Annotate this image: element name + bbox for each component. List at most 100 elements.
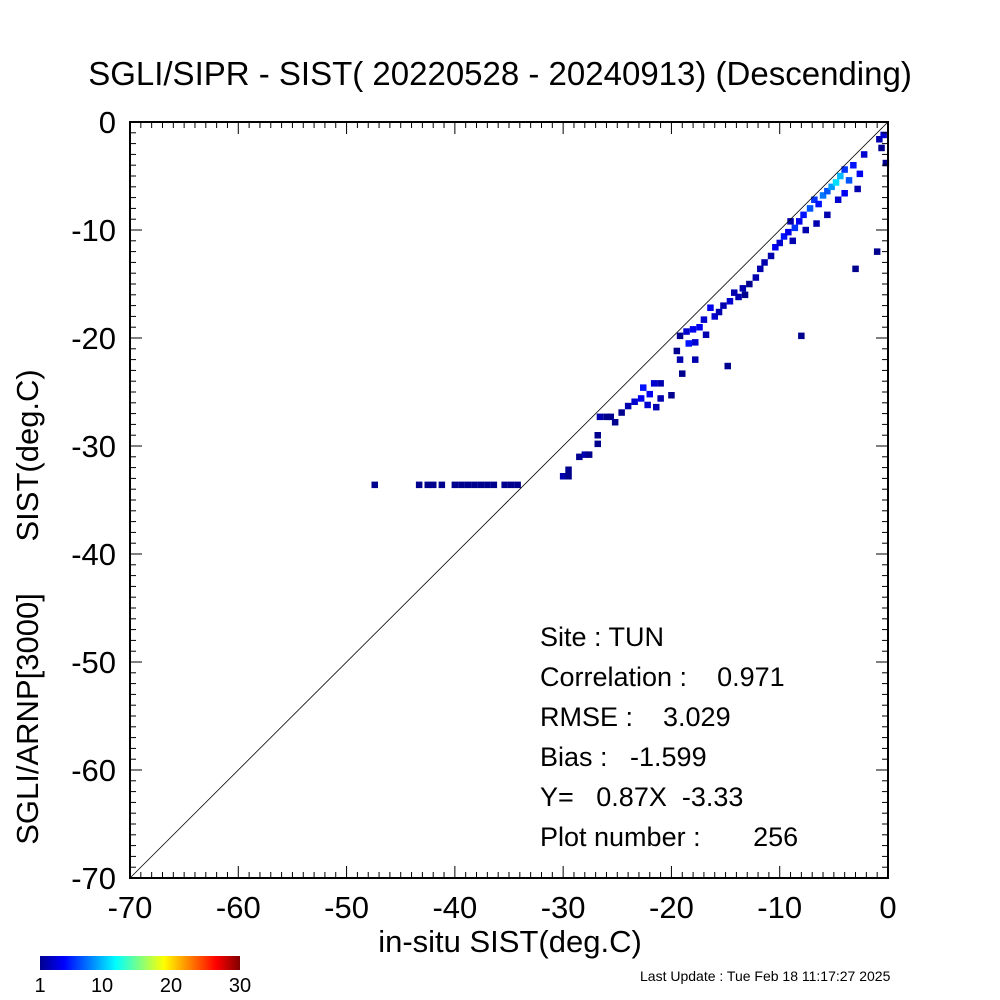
density-cell <box>828 183 835 191</box>
density-cell <box>451 481 459 489</box>
density-cells <box>371 131 890 489</box>
density-cell <box>837 172 844 180</box>
density-cell <box>594 440 601 448</box>
axis-ticks <box>129 121 889 879</box>
correlation-value: Correlation : 0.971 <box>540 662 785 692</box>
density-cell <box>876 136 883 143</box>
density-cell <box>565 466 572 473</box>
density-cell <box>776 239 783 247</box>
density-cell <box>668 392 675 399</box>
density-cell <box>757 265 764 273</box>
density-cell <box>624 402 632 410</box>
density-cell <box>644 401 651 409</box>
density-cell <box>860 151 868 158</box>
density-cell <box>787 218 794 225</box>
x-tick-label: -30 <box>541 890 586 925</box>
density-cell <box>458 481 465 489</box>
density-cell <box>852 265 859 273</box>
y-tick-label: -20 <box>71 321 116 356</box>
density-cell <box>767 252 775 260</box>
density-cell <box>785 228 792 236</box>
density-cell <box>731 289 738 296</box>
x-tick-label: -20 <box>649 890 694 925</box>
density-cell <box>371 481 378 489</box>
x-tick-label: -70 <box>108 890 153 925</box>
density-cell <box>798 332 805 340</box>
density-cell <box>806 205 814 212</box>
x-tick-label: -40 <box>432 890 477 925</box>
density-cell <box>772 244 779 251</box>
density-cell <box>854 185 861 193</box>
colorbar <box>40 956 240 970</box>
density-cell <box>752 274 760 281</box>
density-cell <box>657 395 664 402</box>
x-axis-label: in-situ SIST(deg.C) <box>378 924 642 959</box>
density-cell <box>800 211 807 219</box>
y-tick-label: -70 <box>71 861 116 896</box>
density-cell <box>761 259 768 266</box>
density-cell <box>696 324 703 331</box>
density-cell <box>707 304 714 311</box>
x-tick-label: -60 <box>216 890 261 925</box>
density-cell <box>726 298 734 305</box>
density-cell <box>856 170 864 178</box>
density-cell <box>789 237 796 245</box>
x-tick-label: -10 <box>757 890 802 925</box>
density-cell <box>464 481 472 489</box>
last-update-text: Last Update : Tue Feb 18 11:17:27 2025 <box>640 968 891 984</box>
density-cell <box>594 432 601 439</box>
density-cell <box>631 398 638 405</box>
density-cell <box>603 413 610 421</box>
density-cell <box>640 384 647 391</box>
x-tick-label: 0 <box>879 890 896 925</box>
x-axis-tick-labels: -70 -60 -50 -40 -30 -20 -10 0 <box>108 890 897 925</box>
density-cell <box>880 131 887 139</box>
y-tick-label: 0 <box>99 105 116 140</box>
y-axis-label: SGLI/ARNP[3000] SIST(deg.C) <box>10 369 45 845</box>
density-cell <box>646 390 653 398</box>
density-cell <box>424 481 431 489</box>
density-cell <box>878 144 885 152</box>
colorbar-gradient <box>40 956 240 970</box>
density-cell <box>676 356 684 363</box>
one-to-one-line <box>129 121 889 879</box>
plot-number: Plot number : 256 <box>540 822 799 852</box>
site-label: Site : TUN <box>540 622 665 652</box>
density-cell <box>679 370 686 377</box>
density-cell <box>841 190 848 197</box>
density-cell <box>741 291 749 299</box>
density-cell <box>415 481 423 489</box>
bias-value: Bias : -1.599 <box>540 742 707 772</box>
y-tick-label: -10 <box>71 213 116 248</box>
density-cell <box>689 326 697 333</box>
rmse-value: RMSE : 3.029 <box>540 702 731 732</box>
density-cell <box>815 200 822 208</box>
colorbar-tick-label: 10 <box>90 975 114 997</box>
chart-title: SGLI/SIPR - SIST( 20220528 - 20240913) (… <box>88 55 912 92</box>
density-cell <box>471 481 478 489</box>
density-cell <box>813 220 820 227</box>
density-cell <box>739 285 747 292</box>
density-cell <box>611 419 619 426</box>
colorbar-tick-label: 1 <box>34 975 46 997</box>
density-cell <box>596 413 604 421</box>
density-cell <box>514 481 521 489</box>
density-cell <box>490 481 498 489</box>
density-cell <box>780 233 788 240</box>
y-tick-label: -40 <box>71 537 116 572</box>
density-cell <box>832 179 840 186</box>
density-cell <box>507 481 515 489</box>
density-cell <box>692 339 699 346</box>
density-cell <box>811 196 818 203</box>
y-tick-label: -60 <box>71 753 116 788</box>
colorbar-tick-label: 30 <box>228 975 252 997</box>
density-cell <box>850 162 857 169</box>
y-tick-label: -30 <box>71 429 116 464</box>
density-cell <box>802 226 809 234</box>
density-cell <box>683 328 690 335</box>
density-cell <box>845 177 853 184</box>
y-axis-tick-labels: 0 -10 -20 -30 -40 -50 -60 -70 <box>71 105 116 896</box>
density-cell <box>715 308 723 316</box>
density-cell <box>796 218 803 225</box>
